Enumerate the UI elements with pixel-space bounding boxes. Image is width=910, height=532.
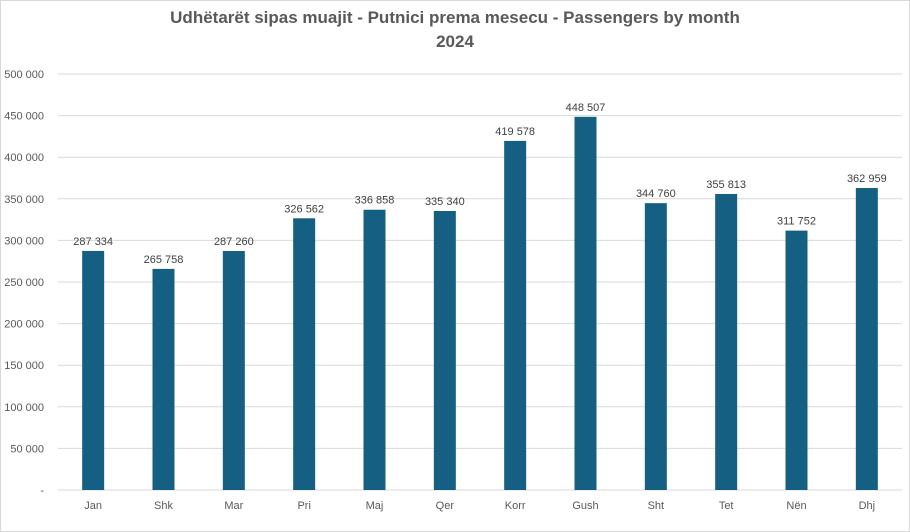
bar [222,250,245,490]
data-label: 326 562 [284,203,324,215]
y-tick-label: 150 000 [4,360,44,372]
x-tick-label: Korr [505,500,526,512]
bar [82,250,105,490]
bar [715,193,738,491]
bar [433,210,456,490]
data-label: 355 813 [706,179,746,191]
y-tick-label: 350 000 [4,194,44,206]
y-tick-label: 250 000 [4,277,44,289]
data-label: 287 334 [73,236,113,248]
x-tick-label: Gush [572,500,598,512]
bar [504,140,527,490]
data-label: 336 858 [355,195,395,207]
y-tick-label: 200 000 [4,319,44,331]
y-tick-label: 100 000 [4,402,44,414]
bar [574,116,597,491]
chart-title: Udhëtarët sipas muajit - Putnici prema m… [170,8,740,27]
data-label: 344 760 [636,188,676,200]
bar [855,188,878,490]
y-tick-label: 450 000 [4,111,44,123]
x-tick-label: Maj [366,500,384,512]
bar [152,268,175,490]
y-tick-label: 300 000 [4,235,44,247]
y-tick-label: 50 000 [10,443,44,455]
x-tick-label: Pri [297,500,310,512]
x-tick-label: Mar [224,500,243,512]
bar [293,218,316,490]
y-tick-label: 400 000 [4,152,44,164]
bar [363,209,386,491]
y-tick-label: - [40,485,44,497]
bar [785,230,808,491]
y-tick-label: 500 000 [4,69,44,81]
x-tick-label: Tet [719,500,734,512]
x-tick-label: Qer [436,500,455,512]
x-tick-label: Dhj [859,500,876,512]
data-label: 362 959 [847,173,887,185]
data-label: 287 260 [214,236,254,248]
data-label: 335 340 [425,196,465,208]
data-label: 265 758 [144,254,184,266]
x-tick-label: Sht [648,500,665,512]
data-label: 419 578 [495,126,535,138]
data-label: 448 507 [566,102,606,114]
data-label: 311 752 [777,216,816,228]
x-tick-label: Nën [786,500,806,512]
bar [644,203,667,491]
x-tick-label: Jan [84,500,102,512]
x-tick-label: Shk [154,500,173,512]
chart-subtitle: 2024 [436,32,474,51]
